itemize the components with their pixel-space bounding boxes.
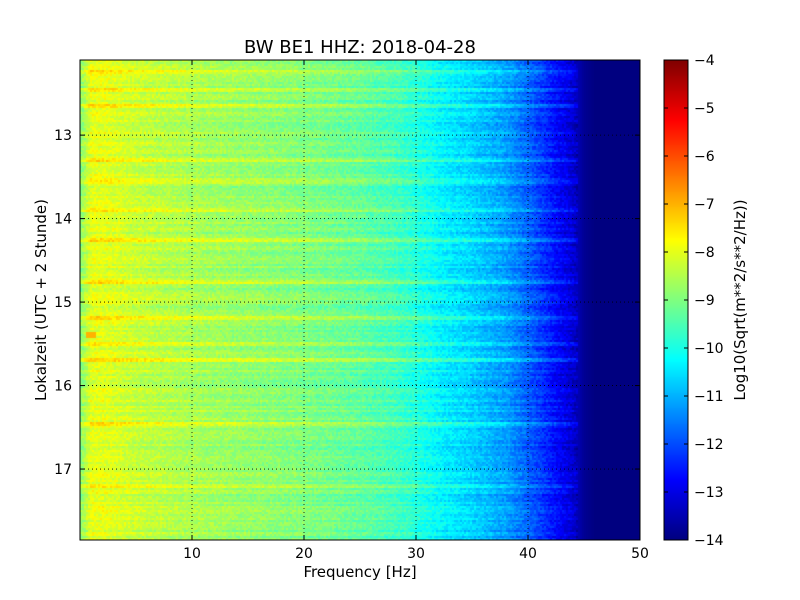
grid-lines [80, 60, 640, 540]
x-tick-label: 20 [295, 546, 313, 562]
colorbar-tick-label: −11 [694, 389, 724, 405]
x-axis-label: Frequency [Hz] [303, 563, 416, 581]
colorbar-tick-label: −8 [694, 245, 715, 261]
colorbar-tick-label: −9 [694, 293, 715, 309]
colorbar-tick-label: −12 [694, 437, 724, 453]
x-tick-label: 10 [183, 546, 201, 562]
x-tick-label: 30 [407, 546, 425, 562]
y-tick-label: 16 [54, 379, 72, 395]
colorbar-tick-label: −7 [694, 197, 715, 213]
y-tick-label: 15 [54, 295, 72, 311]
x-axis: 10 20 30 40 50 [183, 60, 649, 562]
colorbar-label: Log10(Sqrt(m**2/s**2/Hz)) [731, 199, 749, 400]
colorbar-tick-label: −14 [694, 533, 724, 549]
colorbar-tick-label: −13 [694, 485, 724, 501]
y-tick-label: 13 [54, 128, 72, 144]
plot-frame [79, 59, 641, 541]
y-tick-label: 17 [54, 462, 72, 478]
colorbar-tick-label: −5 [694, 101, 715, 117]
chart-title: BW BE1 HHZ: 2018-04-28 [244, 37, 476, 58]
x-tick-label: 40 [519, 546, 537, 562]
spectrogram-image [80, 60, 640, 540]
spectrogram-plot-area [80, 60, 640, 540]
y-axis: 13 14 15 16 17 [54, 128, 640, 478]
colorbar-tick-label: −6 [694, 149, 715, 165]
colorbar-ticks: −4 −5 −6 −7 −8 −9 −10 −11 −12 −13 −14 [664, 53, 724, 549]
x-tick-label: 50 [631, 546, 649, 562]
y-axis-label: Lokalzeit (UTC + 2 Stunde) [32, 199, 50, 401]
y-tick-label: 14 [54, 212, 72, 228]
colorbar-tick-label: −10 [694, 341, 724, 357]
colorbar-tick-label: −4 [694, 53, 715, 69]
